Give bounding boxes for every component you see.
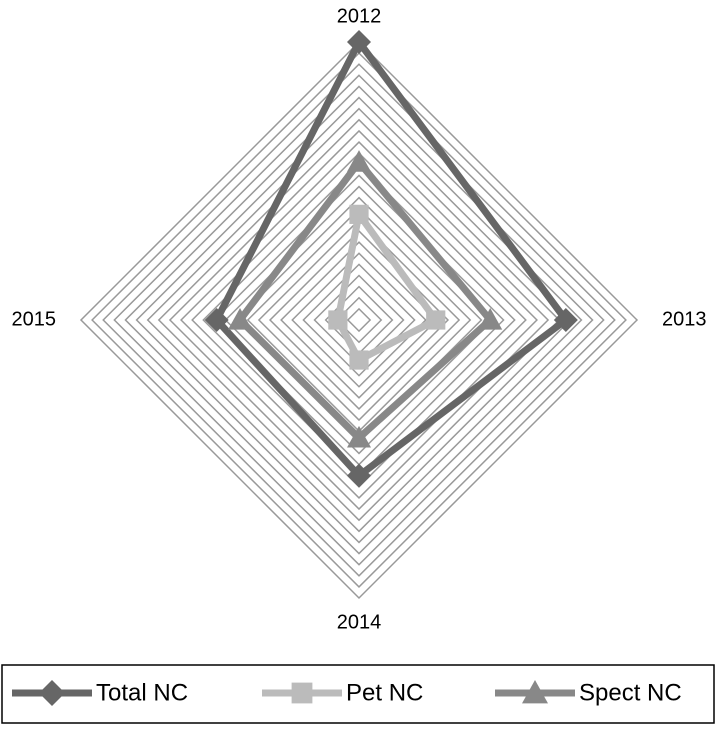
- grid-ring: [146, 107, 572, 533]
- category-label: 2012: [337, 5, 382, 27]
- grid-ring: [302, 263, 416, 377]
- grid-ring: [257, 218, 461, 422]
- series-marker: [426, 310, 446, 330]
- grid-ring: [157, 118, 561, 522]
- legend-label: Pet NC: [346, 679, 423, 706]
- grid-ring: [346, 307, 372, 333]
- grid-ring: [79, 40, 639, 600]
- legend-box: [1, 664, 715, 724]
- series-marker: [328, 310, 348, 330]
- series-marker: [553, 308, 578, 332]
- grid-ring: [91, 52, 627, 588]
- legend-label: Total NC: [96, 679, 188, 706]
- grid-ring: [168, 129, 550, 511]
- grid-ring: [180, 141, 538, 499]
- grid-ring: [291, 252, 427, 388]
- series-marker: [347, 30, 371, 54]
- grid-ring: [102, 63, 616, 577]
- category-label: 2014: [337, 611, 382, 633]
- series-marker: [204, 308, 229, 332]
- legend-label: Spect NC: [579, 679, 682, 706]
- legend-marker: [291, 682, 313, 704]
- series-marker: [349, 204, 369, 224]
- series-marker: [347, 150, 371, 172]
- legend-marker: [522, 680, 548, 704]
- series-marker: [478, 308, 503, 330]
- series-marker: [347, 425, 371, 448]
- series-marker: [349, 350, 369, 370]
- category-label: 2013: [662, 308, 707, 330]
- series-marker: [228, 308, 253, 330]
- category-label: 2015: [11, 308, 56, 330]
- legend-marker: [39, 680, 65, 706]
- grid-ring: [280, 241, 438, 399]
- grid-ring: [124, 85, 594, 555]
- series-marker: [347, 463, 371, 488]
- grid-ring: [113, 74, 605, 566]
